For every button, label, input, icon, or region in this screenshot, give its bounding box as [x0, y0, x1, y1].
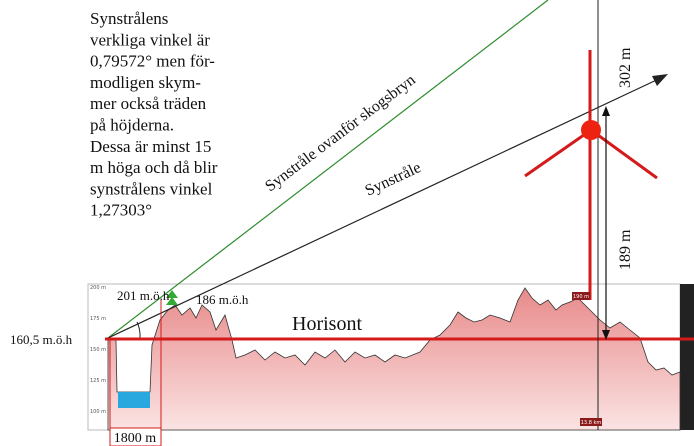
y-label: 200 m — [90, 285, 106, 291]
marker-label: 190 m — [573, 294, 589, 300]
note-line: 1,27303° — [90, 201, 152, 220]
note-line: m höga och då blir — [90, 158, 218, 177]
note: Synstrålens verkliga vinkel är 0,79572° me… — [90, 9, 218, 220]
arrow-head — [652, 74, 668, 86]
hill-height: 186 m.ö.h — [196, 292, 249, 307]
y-label: 175 m — [90, 316, 106, 322]
note-line: mer också träden — [90, 94, 207, 113]
arrow-head — [602, 106, 610, 116]
note-line: Synstrålens — [90, 9, 168, 28]
height-label: 302 m — [617, 47, 634, 88]
panel-edge — [680, 284, 694, 430]
note-line: på höjderna. — [90, 116, 174, 135]
tree-height: 201 m.ö.h — [117, 288, 170, 303]
note-line: modligen skym- — [90, 73, 201, 92]
y-label: 100 m — [90, 409, 106, 415]
distance-label: 1800 m — [114, 431, 157, 446]
canvas: 200 m175 m150 m125 m100 m 2.5 km5 km7.5 … — [0, 0, 694, 446]
y-label: 150 m — [90, 347, 106, 353]
y-label: 125 m — [90, 378, 106, 384]
marker-label: 13.8 km — [581, 420, 602, 426]
water — [118, 392, 150, 408]
note-line: verkliga vinkel är — [90, 30, 210, 49]
blade — [591, 130, 657, 178]
note-line: Dessa är minst 15 — [90, 137, 211, 156]
diagram: 200 m175 m150 m125 m100 m 2.5 km5 km7.5 … — [0, 0, 694, 446]
note-line: 0,79572° men för- — [90, 52, 215, 71]
height-label: 189 m — [617, 229, 634, 270]
horizon-label: Horisont — [292, 313, 362, 335]
note-line: synstrålens vinkel — [90, 179, 213, 198]
start-height: 160,5 m.ö.h — [10, 332, 73, 347]
hub — [581, 120, 601, 140]
